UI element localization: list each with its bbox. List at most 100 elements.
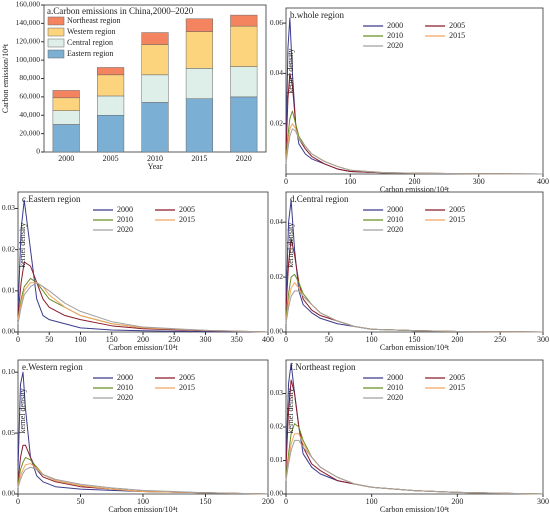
x-tick-label: 200 xyxy=(137,335,149,344)
y-tick-label: 0.02 xyxy=(270,422,283,431)
y-tick-label: 160,000 xyxy=(16,0,41,9)
x-axis-label: Carbon emission/10⁴t xyxy=(380,185,450,194)
y-axis-label: kernel density xyxy=(18,388,27,433)
legend-label: 2015 xyxy=(179,215,195,224)
x-tick-label: 0 xyxy=(16,497,20,506)
y-tick-label: 0.01 xyxy=(2,286,15,295)
x-tick-label: 100 xyxy=(75,335,87,344)
y-tick-label: 0.01 xyxy=(270,455,283,464)
y-tick-label: 80,000 xyxy=(19,73,40,82)
bar-segment xyxy=(52,90,80,99)
density-line xyxy=(17,282,269,333)
y-tick-label: 0.02 xyxy=(2,244,15,253)
y-tick-label: 0.04 xyxy=(270,217,283,226)
y-tick-label: 0.02 xyxy=(270,272,283,281)
legend-label: 2010 xyxy=(387,31,403,40)
legend-label: 2000 xyxy=(117,205,133,214)
legend-label: 2000 xyxy=(387,21,403,30)
x-tick-label: 0 xyxy=(284,497,288,506)
x-tick-label: 0 xyxy=(284,335,288,344)
density-line xyxy=(285,110,544,175)
x-tick-label: 50 xyxy=(325,335,333,344)
legend-swatch xyxy=(47,27,65,37)
x-tick-label: 150 xyxy=(409,335,421,344)
x-tick-label: 400 xyxy=(262,335,274,344)
legend-label: Western region xyxy=(67,27,115,36)
legend-label: 2005 xyxy=(449,205,465,214)
density-line xyxy=(285,379,544,495)
x-axis-label: Carbon emission/10⁴t xyxy=(380,343,450,352)
chart-title: c.Eastern region xyxy=(22,194,81,204)
bar-segment xyxy=(52,110,80,125)
plot-frame xyxy=(285,7,544,175)
y-tick-label: 0.00 xyxy=(2,489,15,498)
legend-label: 2000 xyxy=(117,373,133,382)
y-tick-label: 60,000 xyxy=(19,92,40,101)
bar-segment xyxy=(52,97,80,111)
x-tick-label: 300 xyxy=(473,177,485,186)
x-tick-label: 350 xyxy=(231,335,243,344)
chart-title: a.Carbon emissions in China,2000–2020 xyxy=(47,6,194,16)
density-line xyxy=(285,423,544,495)
density-line xyxy=(285,433,544,495)
legend-label: 2005 xyxy=(449,21,465,30)
density-line xyxy=(285,128,544,175)
plot-frame xyxy=(17,359,269,495)
legend-label: 2010 xyxy=(117,383,133,392)
y-tick-label: 20,000 xyxy=(19,128,40,137)
y-tick-label: 0.03 xyxy=(270,388,283,397)
y-tick-label: 0.05 xyxy=(2,428,15,437)
x-tick-label: 2000 xyxy=(58,154,74,163)
density-line xyxy=(285,17,544,175)
bar-segment xyxy=(97,95,125,116)
y-tick-label: 0.10 xyxy=(2,367,15,376)
legend-label: 2010 xyxy=(387,215,403,224)
y-axis-label: kernel density xyxy=(286,49,295,94)
legend-label: 2020 xyxy=(117,393,133,402)
x-tick-label: 100 xyxy=(137,497,149,506)
bar-segment xyxy=(97,67,125,76)
density-line xyxy=(285,72,544,175)
x-tick-label: 300 xyxy=(537,497,549,506)
bar-segment xyxy=(185,68,213,99)
x-tick-label: 0 xyxy=(284,177,288,186)
x-tick-label: 100 xyxy=(366,335,378,344)
x-tick-label: 400 xyxy=(537,177,549,186)
legend-label: 2020 xyxy=(387,225,403,234)
bar-segment xyxy=(230,96,258,153)
y-axis-label: kernel density xyxy=(286,223,295,268)
legend-label: 2020 xyxy=(387,41,403,50)
legend-label: 2005 xyxy=(449,373,465,382)
plot-frame xyxy=(285,191,544,333)
y-axis-label: Carbon emission/10⁴t xyxy=(1,43,10,113)
legend-label: 2000 xyxy=(387,205,403,214)
legend-label: 2015 xyxy=(179,383,195,392)
y-tick-label: 40,000 xyxy=(19,110,40,119)
x-axis-label: Year xyxy=(148,162,163,171)
y-tick-label: 0.06 xyxy=(270,18,283,27)
legend-label: 2015 xyxy=(449,31,465,40)
x-tick-label: 200 xyxy=(451,497,463,506)
legend-label: 2020 xyxy=(387,393,403,402)
density-line xyxy=(285,199,544,333)
bar-segment xyxy=(52,124,80,153)
legend-label: 2010 xyxy=(117,215,133,224)
y-tick-label: 0.03 xyxy=(2,203,15,212)
x-tick-label: 150 xyxy=(200,497,212,506)
bar-segment xyxy=(185,98,213,153)
x-tick-label: 0 xyxy=(16,335,20,344)
bar-segment xyxy=(185,31,213,69)
density-line xyxy=(17,463,269,495)
legend-label: 2015 xyxy=(449,383,465,392)
density-line xyxy=(17,199,269,333)
density-line xyxy=(17,277,269,333)
x-tick-label: 100 xyxy=(366,497,378,506)
x-tick-label: 300 xyxy=(537,335,549,344)
legend-label: 2020 xyxy=(117,225,133,234)
density-line xyxy=(285,290,544,333)
y-tick-label: 0.00 xyxy=(270,327,283,336)
x-axis-label: Carbon emission/10⁴t xyxy=(380,505,450,514)
density-line xyxy=(285,282,544,333)
y-axis-label: kernel density xyxy=(286,388,295,433)
